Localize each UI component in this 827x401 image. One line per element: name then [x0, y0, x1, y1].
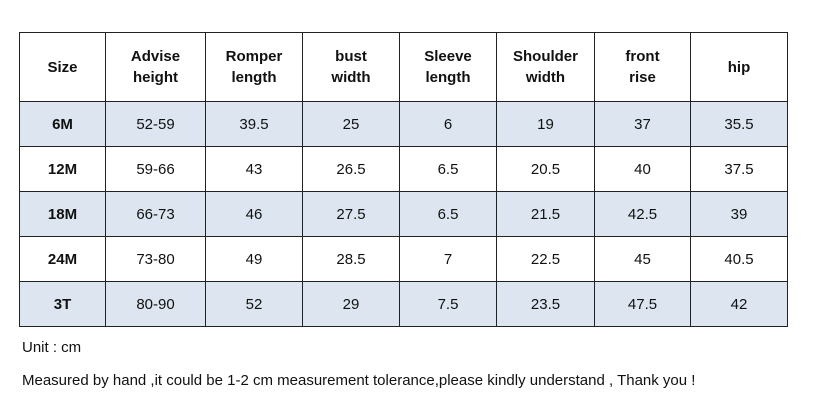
- value-cell: 59-66: [105, 146, 206, 192]
- header-row: Size Advise height Romper length bust width…: [19, 32, 788, 102]
- value-cell: 37.5: [690, 146, 788, 192]
- size-cell: 12M: [19, 146, 106, 192]
- value-cell: 43: [205, 146, 303, 192]
- header-cell: Sleeve length: [399, 32, 497, 102]
- value-cell: 6.5: [399, 146, 497, 192]
- value-cell: 25: [302, 101, 400, 147]
- header-cell: bust width: [302, 32, 400, 102]
- value-cell: 22.5: [496, 236, 595, 282]
- value-cell: 46: [205, 191, 303, 237]
- value-cell: 26.5: [302, 146, 400, 192]
- value-cell: 39.5: [205, 101, 303, 147]
- table-row: 24M 73-80 49 28.5 7 22.5 45 40.5: [19, 236, 788, 282]
- value-cell: 6: [399, 101, 497, 147]
- table-row: 3T 80-90 52 29 7.5 23.5 47.5 42: [19, 281, 788, 327]
- value-cell: 49: [205, 236, 303, 282]
- value-cell: 28.5: [302, 236, 400, 282]
- tolerance-note: Measured by hand ,it could be 1-2 cm mea…: [22, 372, 696, 389]
- value-cell: 7: [399, 236, 497, 282]
- value-cell: 52-59: [105, 101, 206, 147]
- table-row: 6M 52-59 39.5 25 6 19 37 35.5: [19, 101, 788, 147]
- value-cell: 42.5: [594, 191, 691, 237]
- value-cell: 52: [205, 281, 303, 327]
- header-cell: Shoulder width: [496, 32, 595, 102]
- header-cell: front rise: [594, 32, 691, 102]
- header-cell: Advise height: [105, 32, 206, 102]
- size-table: Size Advise height Romper length bust width…: [19, 32, 788, 327]
- size-cell: 6M: [19, 101, 106, 147]
- size-cell: 18M: [19, 191, 106, 237]
- value-cell: 40.5: [690, 236, 788, 282]
- size-cell: 24M: [19, 236, 106, 282]
- header-cell: Romper length: [205, 32, 303, 102]
- value-cell: 45: [594, 236, 691, 282]
- table-row: 18M 66-73 46 27.5 6.5 21.5 42.5 39: [19, 191, 788, 237]
- value-cell: 80-90: [105, 281, 206, 327]
- unit-note: Unit : cm: [22, 339, 82, 356]
- value-cell: 7.5: [399, 281, 497, 327]
- value-cell: 47.5: [594, 281, 691, 327]
- table-body: 6M 52-59 39.5 25 6 19 37 35.5 12M 59-66 43 26.5 6.5 2…: [19, 101, 788, 327]
- value-cell: 66-73: [105, 191, 206, 237]
- value-cell: 29: [302, 281, 400, 327]
- value-cell: 21.5: [496, 191, 595, 237]
- value-cell: 19: [496, 101, 595, 147]
- value-cell: 6.5: [399, 191, 497, 237]
- value-cell: 37: [594, 101, 691, 147]
- header-cell: Size: [19, 32, 106, 102]
- value-cell: 40: [594, 146, 691, 192]
- table-row: 12M 59-66 43 26.5 6.5 20.5 40 37.5: [19, 146, 788, 192]
- value-cell: 20.5: [496, 146, 595, 192]
- value-cell: 27.5: [302, 191, 400, 237]
- header-cell: hip: [690, 32, 788, 102]
- size-cell: 3T: [19, 281, 106, 327]
- value-cell: 39: [690, 191, 788, 237]
- value-cell: 73-80: [105, 236, 206, 282]
- value-cell: 35.5: [690, 101, 788, 147]
- value-cell: 23.5: [496, 281, 595, 327]
- value-cell: 42: [690, 281, 788, 327]
